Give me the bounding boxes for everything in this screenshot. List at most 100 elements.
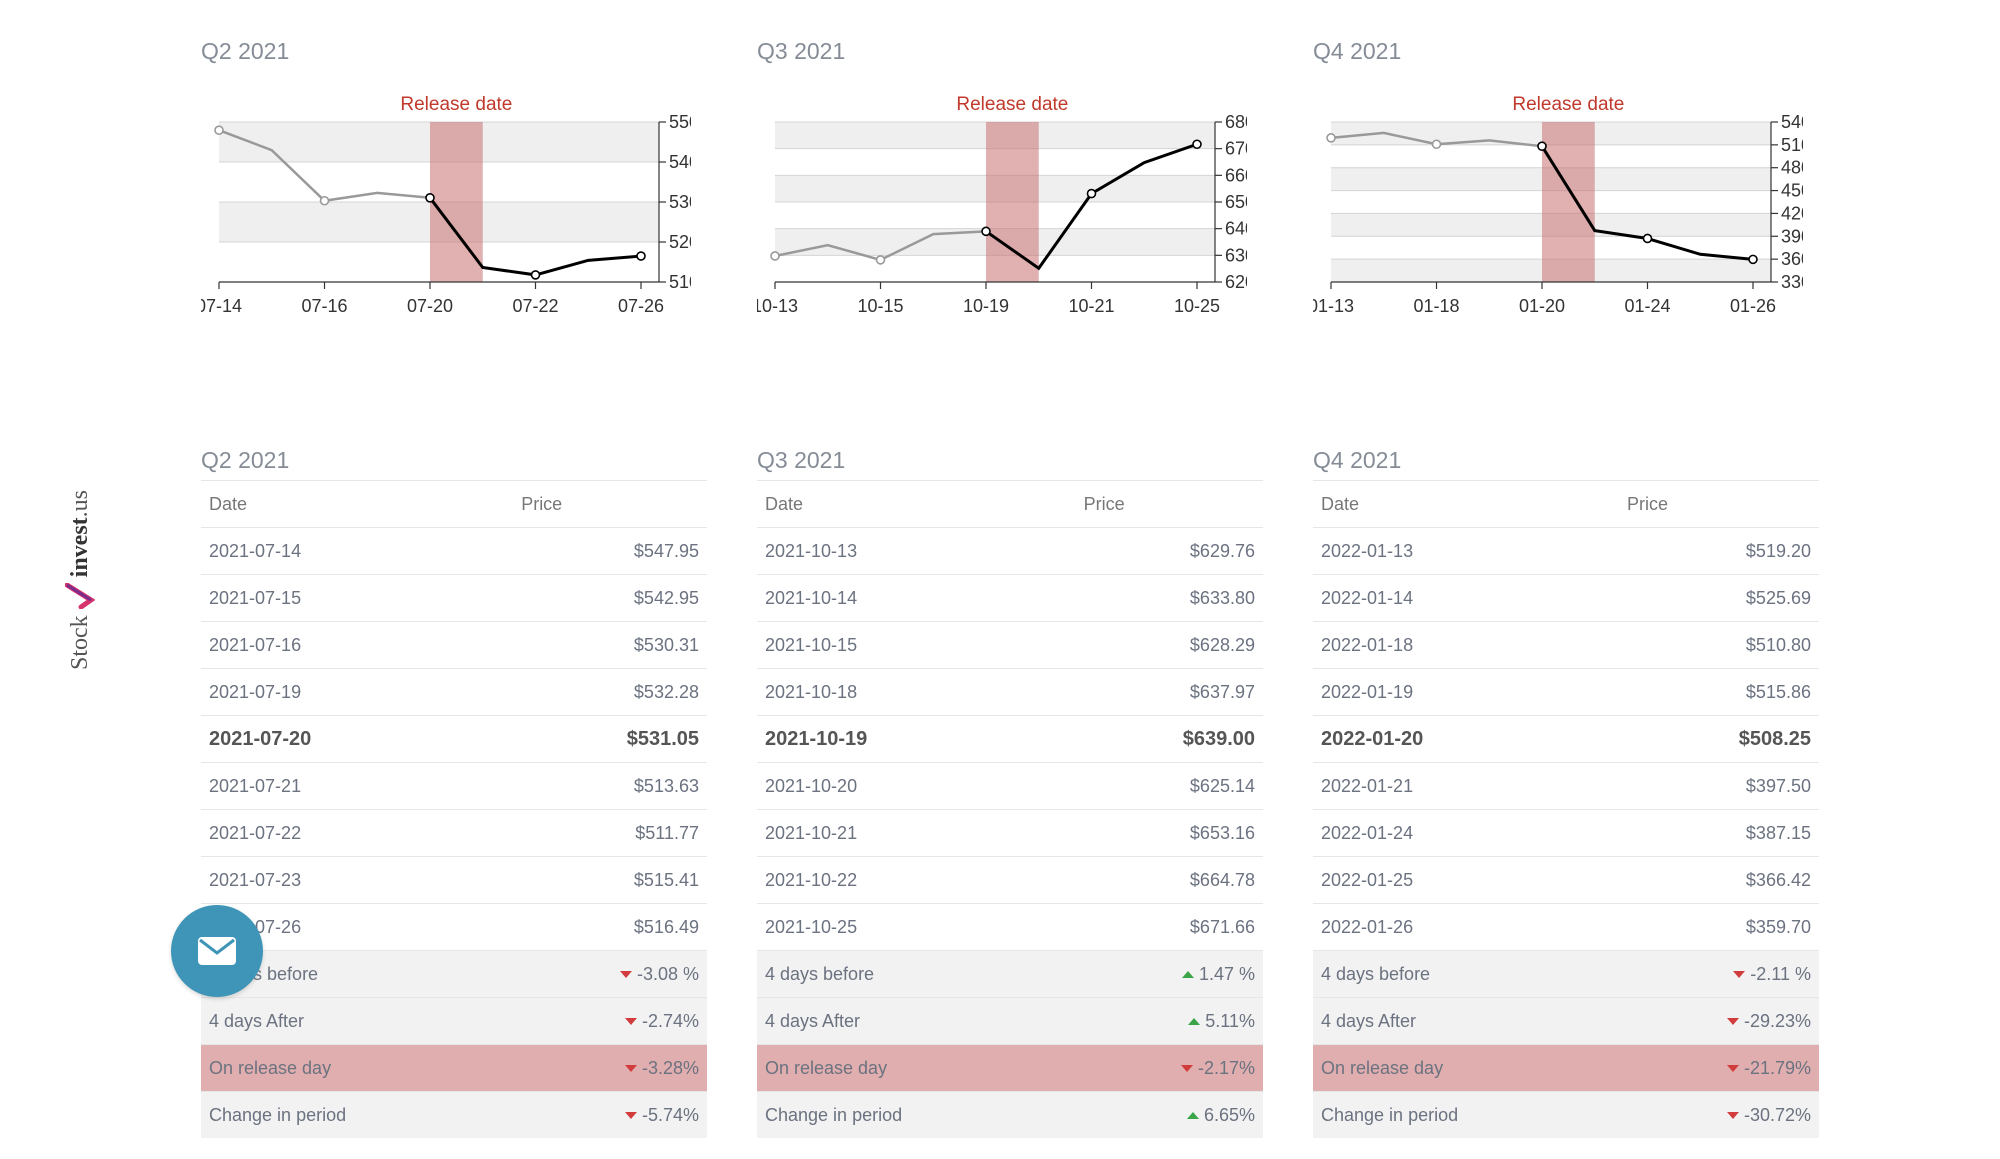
table-row: 2021-10-13 $629.76 bbox=[757, 527, 1263, 575]
table-row: 2022-01-19 $515.86 bbox=[1313, 668, 1819, 716]
y-tick-label: 530 bbox=[669, 192, 691, 212]
y-tick-label: 390 bbox=[1781, 226, 1803, 246]
stat-value: -29.23% bbox=[1743, 1010, 1811, 1031]
x-tick-label: 01-24 bbox=[1624, 296, 1670, 316]
y-tick-label: 520 bbox=[669, 232, 691, 252]
row-price: $531.05 bbox=[513, 715, 707, 763]
data-point bbox=[319, 195, 330, 206]
envelope-icon bbox=[198, 937, 236, 965]
table-row: 2021-10-18 $637.97 bbox=[757, 668, 1263, 716]
stat-label: On release day bbox=[1313, 1044, 1620, 1092]
row-price: $547.95 bbox=[513, 527, 707, 575]
row-date: 2021-10-25 bbox=[757, 903, 1076, 951]
row-date: 2021-10-18 bbox=[757, 668, 1076, 716]
row-price: $653.16 bbox=[1075, 809, 1263, 857]
arrow-up-icon bbox=[1188, 1017, 1201, 1025]
row-date: 2022-01-18 bbox=[1313, 621, 1620, 669]
x-tick-label: 01-18 bbox=[1413, 296, 1459, 316]
table-row: 2021-10-21 $653.16 bbox=[757, 809, 1263, 857]
row-price: $515.86 bbox=[1619, 668, 1819, 716]
stat-row: Change in period -30.72% bbox=[1313, 1091, 1819, 1138]
row-price: $387.15 bbox=[1619, 809, 1819, 857]
y-tick-label: 680 bbox=[1225, 112, 1247, 132]
row-price: $628.29 bbox=[1075, 621, 1263, 669]
price-table: Date Price 2021-07-14 $547.95 2021-07-15 $542… bbox=[201, 480, 707, 1138]
stat-value: -3.08 % bbox=[636, 963, 699, 984]
y-tick-label: 650 bbox=[1225, 192, 1247, 212]
x-tick-label: 07-16 bbox=[301, 296, 347, 316]
release-date-label: Release date bbox=[956, 94, 1068, 115]
logo-text-stock: Stock bbox=[66, 615, 93, 670]
table-header: Date Price bbox=[757, 480, 1263, 528]
y-tick-label: 640 bbox=[1225, 219, 1247, 239]
table-row-release: 2021-10-19 $639.00 bbox=[757, 715, 1263, 763]
y-tick-label: 360 bbox=[1781, 249, 1803, 269]
y-tick-label: 540 bbox=[669, 152, 691, 172]
stat-value-cell: 1.47 % bbox=[1075, 950, 1263, 998]
row-date: 2021-10-14 bbox=[757, 574, 1076, 622]
row-price: $639.00 bbox=[1075, 715, 1263, 763]
row-price: $532.28 bbox=[513, 668, 707, 716]
row-date: 2021-07-23 bbox=[201, 856, 514, 904]
table-row: 2021-07-26$516.49 bbox=[201, 903, 707, 951]
row-date: 2021-10-15 bbox=[757, 621, 1076, 669]
row-price: $633.80 bbox=[1075, 574, 1263, 622]
x-tick-label: 07-26 bbox=[618, 296, 664, 316]
stat-value-cell: -2.11 % bbox=[1619, 950, 1819, 998]
row-price: $515.41 bbox=[513, 856, 707, 904]
stat-row: Change in period 6.65% bbox=[757, 1091, 1263, 1138]
table-row: 2021-10-25 $671.66 bbox=[757, 903, 1263, 951]
y-tick-label: 330 bbox=[1781, 272, 1803, 292]
stat-value-cell: -2.74% bbox=[513, 997, 707, 1045]
row-date: 2021-10-13 bbox=[757, 527, 1076, 575]
contact-mail-button[interactable] bbox=[171, 905, 263, 997]
release-band bbox=[1542, 122, 1595, 282]
stat-value-cell: -29.23% bbox=[1619, 997, 1819, 1045]
data-point bbox=[1326, 133, 1336, 143]
row-price: $511.77 bbox=[513, 809, 707, 857]
table-title: Q3 2021 bbox=[757, 447, 846, 473]
stat-label: Change in period bbox=[1313, 1091, 1620, 1138]
header-price: Price bbox=[1075, 480, 1263, 528]
header-date: Date bbox=[201, 480, 514, 528]
chart-title: Q3 2021 bbox=[757, 38, 846, 64]
table-row: 2022-01-18 $510.80 bbox=[1313, 621, 1819, 669]
row-price: $542.95 bbox=[513, 574, 707, 622]
arrow-down-icon bbox=[1726, 1111, 1739, 1119]
arrow-up-icon bbox=[1181, 970, 1194, 978]
price-chart: Release date 620 630 640 650 660 670 680 10-13 10… bbox=[757, 94, 1247, 316]
price-table: Date Price 2022-01-13 $519.20 2022-01-14 $525… bbox=[1313, 480, 1819, 1138]
row-price: $516.49 bbox=[513, 903, 707, 951]
stat-label: 4 days After bbox=[757, 997, 1076, 1045]
data-point bbox=[1537, 141, 1547, 151]
table-row: 2021-10-22 $664.78 bbox=[757, 856, 1263, 904]
arrow-down-icon bbox=[1726, 1064, 1739, 1072]
row-date: 2022-01-14 bbox=[1313, 574, 1620, 622]
stockinvest-logo-icon bbox=[65, 583, 95, 610]
x-tick-label: 01-13 bbox=[1313, 296, 1354, 316]
chart-title: Q4 2021 bbox=[1313, 38, 1402, 64]
arrow-down-icon bbox=[624, 1017, 637, 1025]
stat-row: 4 days After 5.11% bbox=[757, 997, 1263, 1045]
stat-value-cell: 6.65% bbox=[1075, 1091, 1263, 1138]
data-point bbox=[1086, 188, 1097, 199]
row-price: $530.31 bbox=[513, 621, 707, 669]
row-date: 2022-01-13 bbox=[1313, 527, 1620, 575]
row-price: $359.70 bbox=[1619, 903, 1819, 951]
x-tick-label: 07-20 bbox=[407, 296, 453, 316]
header-price: Price bbox=[513, 480, 707, 528]
row-price: $519.20 bbox=[1619, 527, 1819, 575]
stat-value-cell: -3.28% bbox=[513, 1044, 707, 1092]
price-chart: Release date 330 360 390 420450 480 510 540 01-1… bbox=[1313, 94, 1803, 316]
stat-value: 1.47 % bbox=[1198, 963, 1255, 984]
table-header: Date Price bbox=[201, 480, 707, 528]
table-row: 2021-07-19 $532.28 bbox=[201, 668, 707, 716]
row-price: $664.78 bbox=[1075, 856, 1263, 904]
row-date: 2021-10-19 bbox=[757, 715, 1076, 763]
brand-logo: Stock invest .us bbox=[62, 370, 98, 670]
row-date: 2021-07-16 bbox=[201, 621, 514, 669]
stat-label: 4 days before bbox=[757, 950, 1076, 998]
table-row: 2022-01-24 $387.15 bbox=[1313, 809, 1819, 857]
table-title: Q4 2021 bbox=[1313, 447, 1402, 473]
arrow-down-icon bbox=[1733, 970, 1746, 978]
